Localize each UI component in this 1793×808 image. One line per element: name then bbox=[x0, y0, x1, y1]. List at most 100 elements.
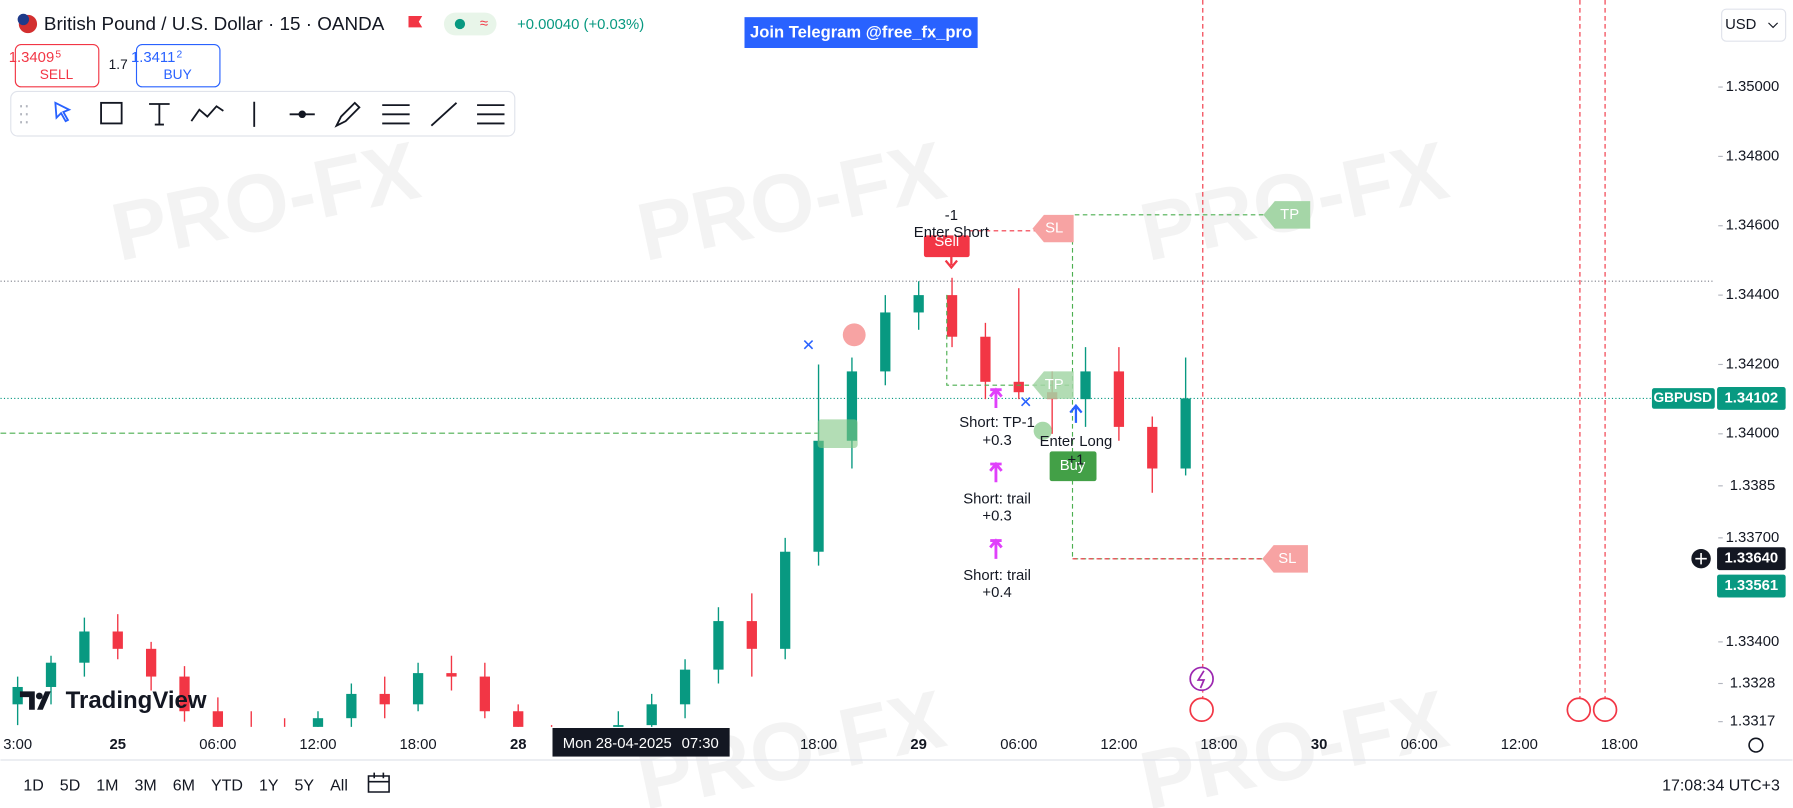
x-tick-label: 18:00 bbox=[1200, 737, 1237, 753]
event-flag[interactable] bbox=[1592, 697, 1618, 722]
x-tick-label: 06:00 bbox=[199, 737, 236, 753]
buy-label: Buy bbox=[1060, 458, 1086, 474]
candle-body bbox=[1147, 426, 1158, 469]
sell-box bbox=[923, 235, 970, 258]
timeframe-button[interactable]: 3M bbox=[134, 778, 156, 795]
tp-label: TP bbox=[1280, 207, 1299, 223]
price-change: +0.00040 (+0.03%) bbox=[517, 17, 644, 33]
candle-body bbox=[813, 440, 824, 552]
exit-qty: +0.3 bbox=[982, 433, 1011, 449]
symbol-title[interactable]: British Pound / U.S. Dollar · 15 · OANDA bbox=[44, 13, 385, 34]
timeframe-button[interactable]: 6M bbox=[173, 778, 195, 795]
crosshair-time: 07:30 bbox=[682, 736, 719, 752]
event-flag[interactable] bbox=[1566, 697, 1592, 722]
path-tool[interactable] bbox=[190, 105, 224, 122]
candle-body bbox=[913, 295, 924, 313]
currency-selector[interactable] bbox=[1721, 8, 1787, 42]
candle-body bbox=[479, 676, 490, 712]
channel-tool[interactable] bbox=[477, 104, 505, 125]
buy-price-small: 2 bbox=[177, 50, 183, 61]
last-price: 1.34102 bbox=[1725, 390, 1779, 406]
candle-body bbox=[346, 693, 357, 719]
buy-box bbox=[1049, 451, 1097, 482]
timeframe-button[interactable]: 1D bbox=[23, 778, 43, 795]
long-qty: +1 bbox=[1067, 452, 1084, 468]
date-range-button[interactable] bbox=[367, 772, 390, 793]
settings-button[interactable] bbox=[1748, 737, 1764, 753]
marked-price-box bbox=[1717, 547, 1786, 571]
candle-body bbox=[780, 551, 791, 649]
line-tool[interactable] bbox=[430, 102, 458, 127]
symbol-tag-box bbox=[1651, 388, 1715, 409]
marker bbox=[842, 323, 866, 347]
y-tick-label: 1.3385 bbox=[1730, 478, 1775, 494]
y-tick-label: 1.34400 bbox=[1726, 287, 1780, 303]
x-tick-label: 25 bbox=[109, 737, 126, 753]
y-tick-label: 1.34200 bbox=[1726, 356, 1780, 372]
candle-body bbox=[1180, 398, 1191, 469]
event-icon[interactable] bbox=[1189, 666, 1214, 692]
timeframe-button[interactable]: YTD bbox=[211, 778, 243, 795]
y-tick-label: 1.3328 bbox=[1730, 675, 1775, 691]
rect-tool[interactable] bbox=[100, 101, 123, 125]
marked-price-box bbox=[1717, 574, 1786, 598]
x-tick-label: 18:00 bbox=[800, 737, 837, 753]
candle-body bbox=[412, 673, 424, 705]
marked-price: 1.33640 bbox=[1725, 551, 1779, 567]
x-tick-label: 06:00 bbox=[1000, 737, 1037, 753]
crosshair-date: Mon 28-04-2025 bbox=[563, 736, 672, 752]
buy-button[interactable] bbox=[135, 44, 221, 88]
timeframe-button[interactable]: 5Y bbox=[295, 778, 315, 795]
sl-label: SL bbox=[1045, 220, 1063, 236]
fib-tool[interactable] bbox=[382, 104, 410, 125]
candle-body bbox=[246, 729, 256, 739]
x-tick-label: 29 bbox=[910, 737, 927, 753]
timeframe-button[interactable]: All bbox=[330, 778, 348, 795]
chevron bbox=[1768, 22, 1779, 29]
brush-tool[interactable] bbox=[334, 101, 361, 128]
sell-button[interactable] bbox=[14, 44, 100, 88]
exit-qty: +0.4 bbox=[982, 585, 1011, 601]
x-tick-label: 18:00 bbox=[1601, 737, 1638, 753]
candle-body bbox=[145, 648, 157, 677]
tp-line bbox=[946, 294, 1073, 386]
candle-body bbox=[112, 631, 123, 649]
banner[interactable] bbox=[744, 17, 978, 48]
watermarks: PRO-FX PRO-FX PRO-FX PRO-FX PRO-FX bbox=[104, 125, 1456, 808]
candle-body bbox=[746, 621, 757, 649]
logo-text: TradingView bbox=[66, 687, 207, 714]
cross-marker: ✕ bbox=[802, 338, 815, 355]
candle-body bbox=[880, 312, 891, 372]
annotations: ✕ ✕ Sell -1 Enter Short SL TP TP SL Shor… bbox=[802, 201, 1618, 722]
marker bbox=[817, 419, 858, 448]
timeframe-button[interactable]: 5D bbox=[60, 778, 80, 795]
timeframe-button[interactable]: 1Y bbox=[259, 778, 279, 795]
text-tool[interactable] bbox=[149, 103, 170, 126]
x-tick-label: 18:00 bbox=[400, 737, 437, 753]
event-flag[interactable] bbox=[1189, 697, 1214, 722]
arrow bbox=[989, 461, 1003, 483]
flag-icon bbox=[17, 13, 30, 26]
cursor-tool[interactable] bbox=[54, 101, 72, 123]
drag-handle bbox=[20, 105, 28, 124]
buy-price: 1.3411 bbox=[131, 50, 175, 66]
candle-body bbox=[446, 673, 457, 677]
timeframe-button[interactable]: 1M bbox=[96, 778, 118, 795]
toolbar-panel bbox=[10, 90, 516, 137]
spread: 1.7 bbox=[109, 57, 128, 72]
candle-body bbox=[613, 725, 624, 727]
timeframe-bar: 1D 5D 1M 3M 6M YTD 1Y 5Y All bbox=[23, 778, 348, 795]
candle-body bbox=[279, 739, 289, 746]
currency: USD bbox=[1725, 17, 1757, 33]
y-tick-label: 1.3317 bbox=[1730, 714, 1775, 730]
event-icon bbox=[1196, 670, 1206, 689]
buy-label: BUY bbox=[164, 67, 192, 82]
y-tick-label: 1.35000 bbox=[1726, 79, 1780, 95]
tp-tag bbox=[1263, 201, 1311, 229]
status-dot bbox=[454, 18, 466, 30]
arrow bbox=[1069, 403, 1083, 423]
sell-price-small: 5 bbox=[55, 50, 61, 61]
arrow bbox=[989, 387, 1003, 408]
exit-label: Short: trail bbox=[963, 491, 1031, 507]
